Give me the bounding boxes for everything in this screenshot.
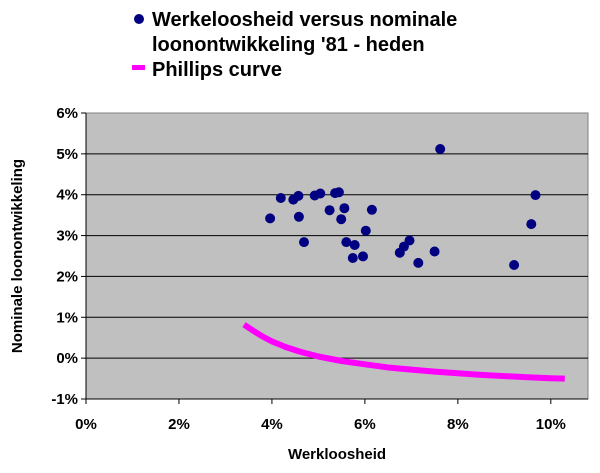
y-tick-label: 4% — [56, 187, 78, 204]
data-point — [530, 190, 541, 201]
x-tick-label: 10% — [536, 416, 566, 433]
y-tick-label: 2% — [56, 268, 78, 285]
y-tick-label: 5% — [56, 146, 78, 163]
data-point — [349, 240, 360, 250]
y-tick-label: 6% — [56, 105, 78, 122]
legend-scatter-marker — [134, 14, 144, 24]
data-point — [324, 205, 335, 216]
y-tick-label: 0% — [56, 350, 78, 367]
data-point — [360, 225, 371, 236]
data-point — [265, 213, 276, 224]
data-point — [315, 188, 326, 199]
legend-curve-marker — [132, 65, 145, 70]
data-point — [341, 237, 352, 248]
data-point — [413, 257, 424, 268]
legend: Werkeloosheid versus nominale loonontwik… — [132, 9, 457, 81]
y-tick-label: 1% — [56, 309, 78, 326]
data-point — [509, 260, 520, 270]
y-tick-label: -1% — [51, 391, 78, 408]
legend-scatter-label-line1: Werkeloosheid versus nominale — [152, 9, 457, 31]
scatter-series — [265, 144, 541, 270]
x-tick-label: 2% — [168, 416, 190, 433]
data-point — [299, 237, 309, 248]
data-point — [333, 187, 344, 198]
x-tick-label: 6% — [354, 416, 376, 433]
y-axis-ticks: 6% 5% 4% 3% 2% 1% 0% -1% — [51, 105, 86, 408]
x-tick-label: 4% — [261, 416, 283, 433]
data-point — [366, 204, 377, 215]
y-tick-label: 3% — [56, 228, 78, 245]
data-point — [347, 253, 358, 263]
x-tick-label: 0% — [75, 416, 97, 433]
phillips-curve-series — [242, 322, 565, 382]
x-axis-title: Werkloosheid — [288, 446, 386, 463]
y-axis-title: Nominale loonontwikkeling — [9, 159, 26, 353]
x-tick-label: 8% — [447, 416, 469, 433]
data-point — [293, 190, 304, 201]
data-point — [339, 203, 350, 214]
plot-area — [85, 112, 589, 400]
phillips-curve-line — [242, 322, 565, 382]
data-point — [358, 251, 368, 262]
data-point — [275, 193, 286, 203]
legend-curve-label: Phillips curve — [152, 59, 282, 81]
x-axis-ticks: 0% 2% 4% 6% 8% 10% — [75, 399, 566, 433]
legend-scatter-label-line2: loonontwikkeling '81 - heden — [152, 34, 425, 56]
data-point — [336, 214, 347, 225]
data-point — [526, 219, 537, 230]
data-point — [293, 211, 304, 222]
data-point — [404, 235, 415, 246]
data-point — [429, 246, 440, 257]
data-point — [435, 144, 446, 154]
